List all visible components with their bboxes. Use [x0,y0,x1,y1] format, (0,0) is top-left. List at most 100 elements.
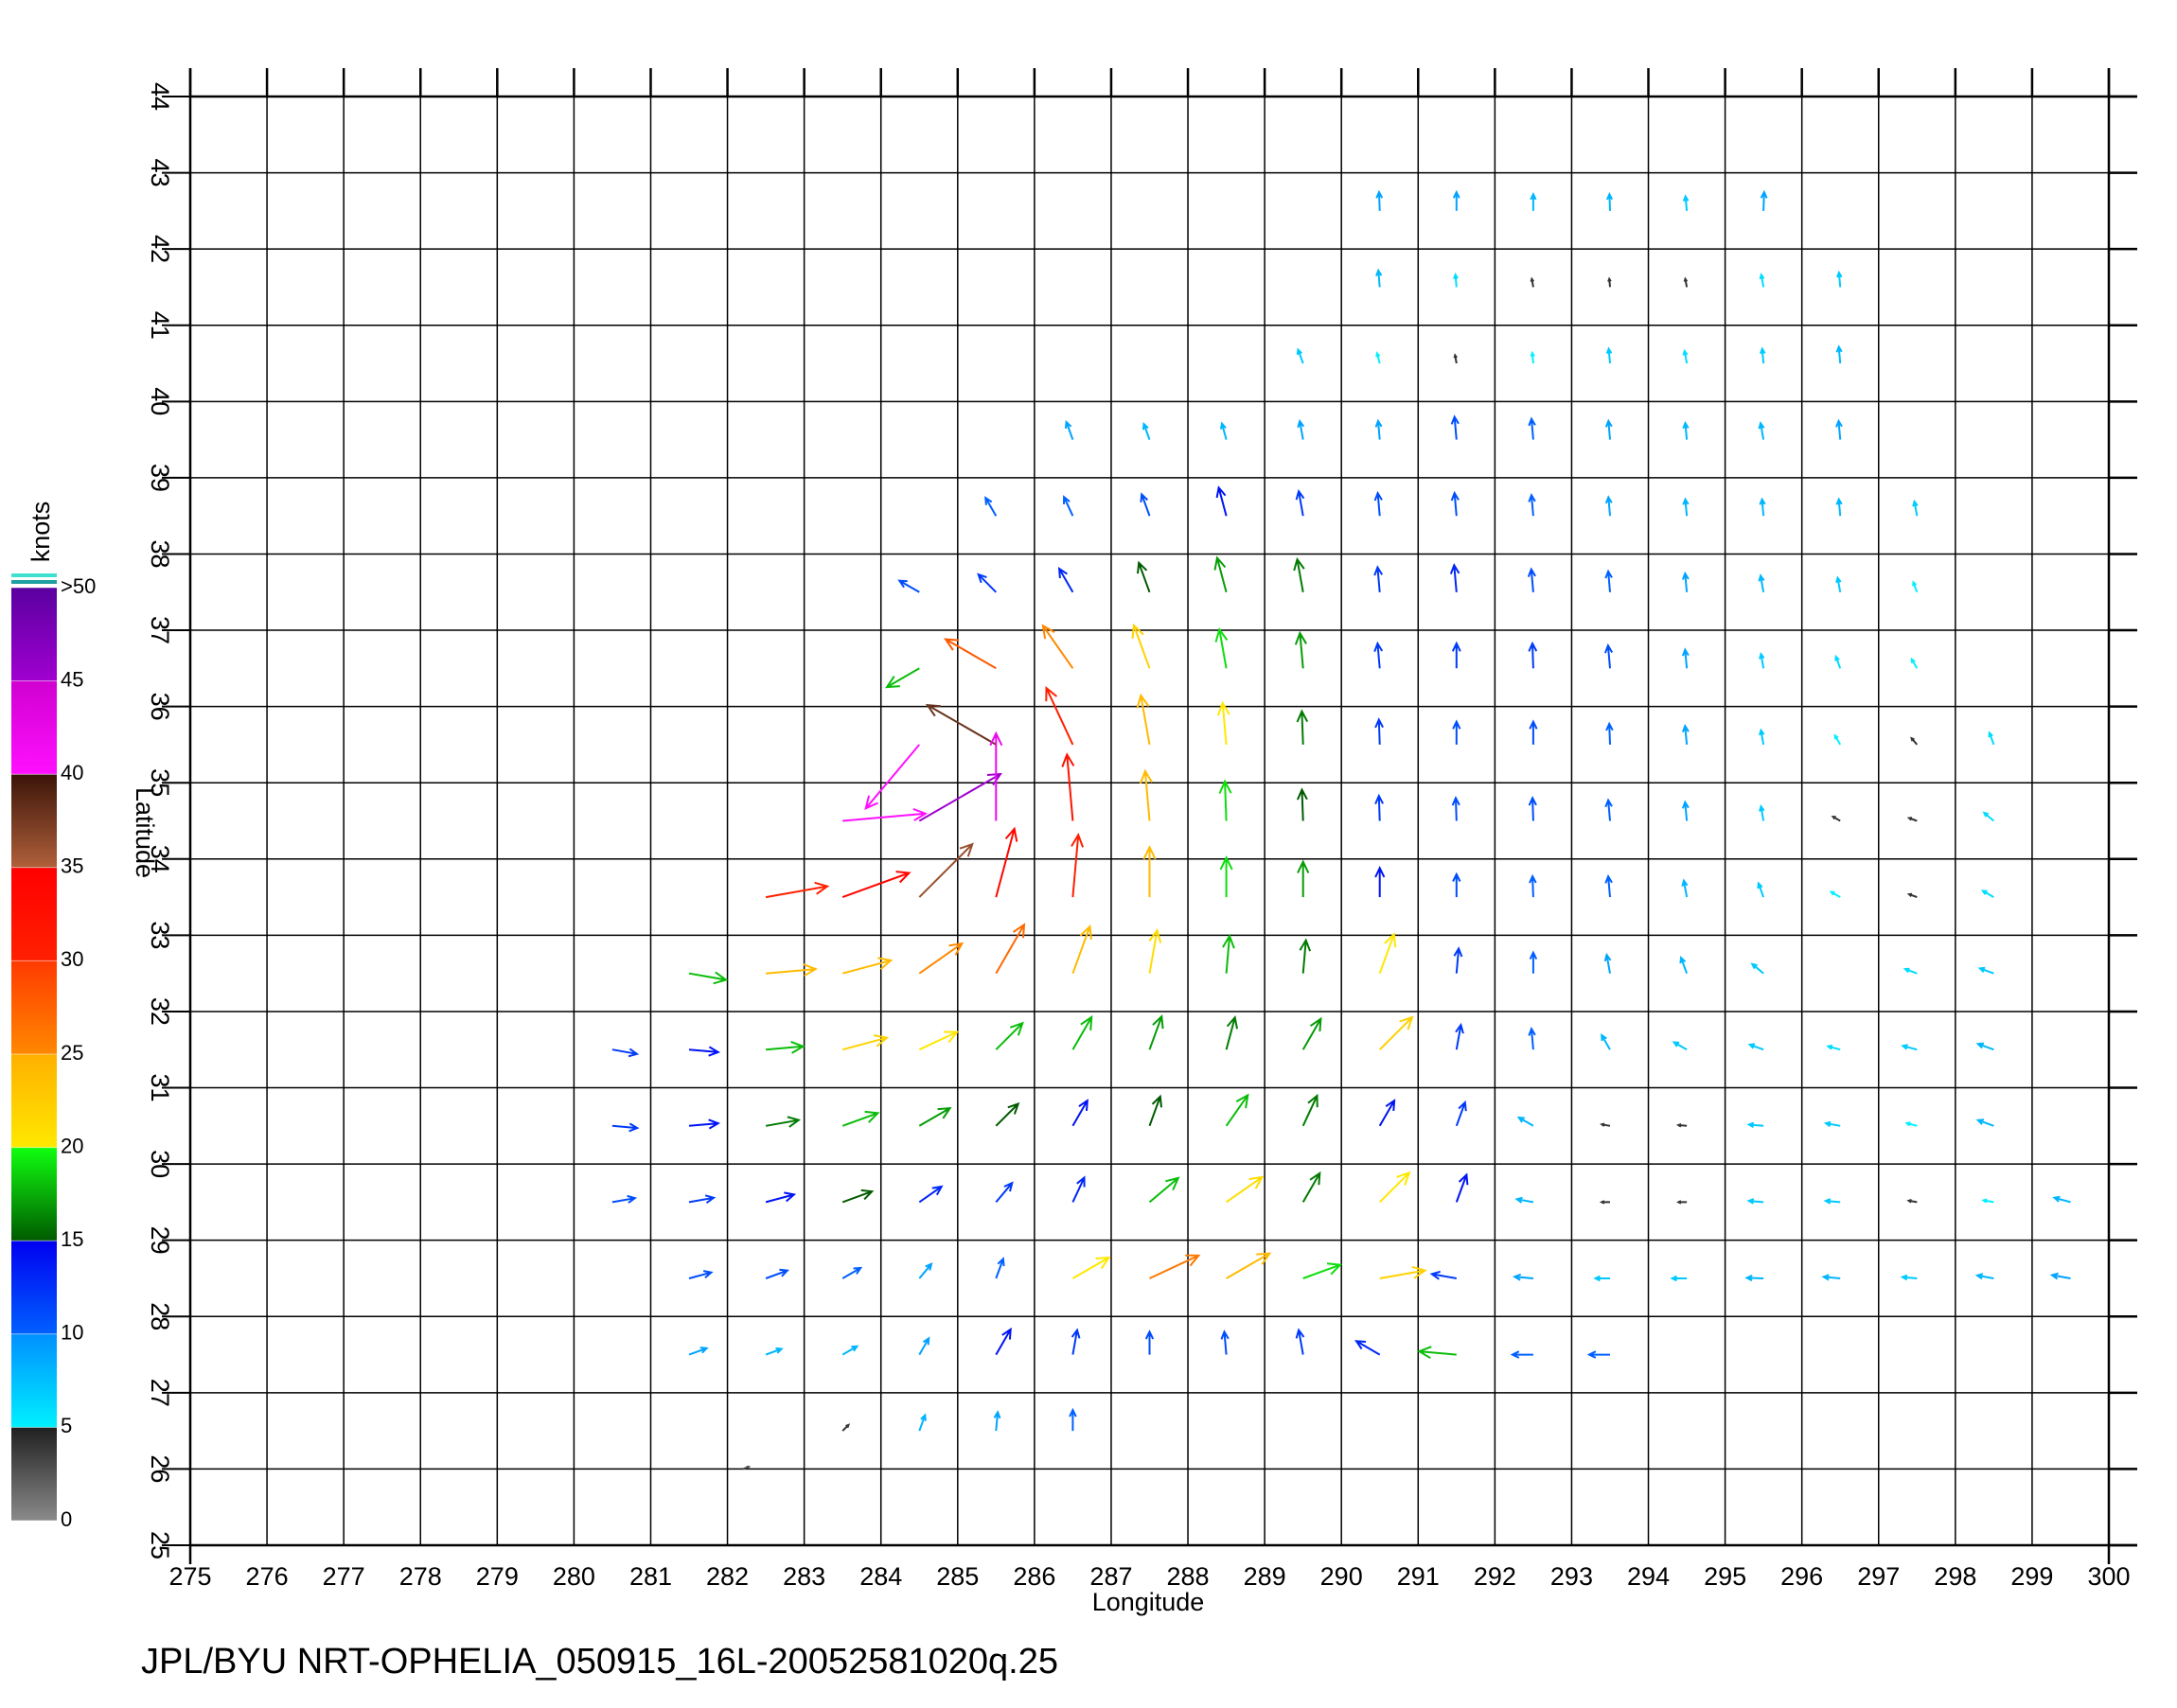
wind-vector [1835,575,1842,592]
wind-vector [766,1040,805,1054]
y-tick-label: 44 [146,82,174,111]
wind-vector [1759,651,1765,669]
wind-vector [1451,795,1460,821]
wind-vector [995,826,1018,898]
wind-vector [1528,641,1538,669]
wind-vector [1530,192,1537,211]
y-tick-label: 43 [146,159,174,187]
wind-vector [1374,793,1384,821]
wind-vector [765,881,830,899]
wind-vector [1452,872,1461,898]
wind-vector [1295,488,1305,517]
wind-vector [841,1345,859,1356]
wind-vector [1453,273,1459,288]
colorbar-label: knots [27,502,55,563]
wind-vector [995,1181,1014,1204]
wind-vector [688,1046,721,1057]
wind-vector [1527,567,1536,592]
wind-vector [1528,1026,1536,1050]
x-tick-label: 299 [2010,1562,2053,1591]
colorbar-tick-label: 15 [61,1227,83,1251]
wind-vector [1455,1172,1469,1203]
wind-vector [1605,346,1613,364]
wind-vector [842,807,929,822]
x-tick-label: 276 [246,1562,289,1591]
wind-vector [1910,736,1919,746]
x-tick-label: 290 [1320,1562,1363,1591]
wind-vector [688,1270,714,1279]
wind-vector [1295,1328,1305,1355]
wind-vector [1213,555,1228,593]
x-tick-label: 285 [936,1562,979,1591]
wind-vector [1069,1407,1077,1432]
wind-vector [1512,1273,1533,1281]
wind-vector [925,703,997,746]
colorbar-tick-label: 40 [61,761,83,784]
wind-vector [1528,416,1536,440]
wind-vector [1452,719,1461,745]
wind-vector [1148,1013,1164,1050]
wind-vector [1214,626,1229,669]
wind-vector [1829,890,1841,898]
colorbar-tick-label: 5 [61,1414,72,1437]
wind-vector [1758,573,1765,592]
wind-vector [1906,817,1918,822]
wind-vector [995,1327,1012,1356]
y-tick-label: 40 [146,387,174,415]
wind-vector [1299,938,1312,974]
wind-vector [1449,563,1460,592]
wind-vector [918,1185,944,1204]
wind-vector [1672,1041,1688,1051]
wind-vector [1603,643,1614,669]
wind-vector [1912,499,1919,517]
x-tick-label: 277 [323,1562,365,1591]
x-tick-label: 283 [783,1562,825,1591]
wind-vector [1373,641,1384,669]
wind-vector [1826,1045,1841,1051]
wind-vector [1222,933,1235,974]
x-axis-label: Longitude [1092,1588,1205,1616]
wind-vector [1682,194,1690,211]
wind-vector [1682,348,1689,364]
wind-vector [995,1101,1020,1127]
y-tick-label: 37 [146,616,174,644]
wind-vector [1747,1043,1764,1051]
wind-vector [943,638,997,670]
wind-vector [765,1191,797,1204]
wind-vector [1759,273,1765,288]
wind-vector [1681,878,1689,898]
wind-vector [841,1189,875,1204]
wind-vector [1681,723,1690,745]
colorbar-band [11,960,57,1054]
wind-vector [1759,497,1766,517]
wind-vector [611,1194,638,1204]
wind-vector [688,1194,717,1205]
wind-vector [1980,889,1994,898]
y-tick-label: 27 [146,1379,174,1407]
wind-vector [1836,270,1843,288]
wind-vector [1682,420,1690,440]
wind-vector [1759,804,1765,821]
wind-vector [1593,1275,1610,1282]
wind-vector [1604,873,1613,898]
wind-vector [1453,353,1458,364]
wind-vector [1746,1198,1764,1205]
wind-vector [2049,1272,2071,1280]
x-tick-label: 300 [2087,1562,2130,1591]
x-tick-label: 293 [1550,1562,1593,1591]
wind-vector [1373,565,1384,592]
wind-vector [1045,686,1074,746]
wind-vector [1900,1274,1918,1281]
vector-field [611,189,2071,1470]
wind-vector [1516,1116,1534,1127]
wind-vector [1374,717,1384,745]
wind-vector [1378,1099,1396,1127]
wind-vector [1453,946,1463,974]
wind-vector [1529,873,1537,898]
wind-vector [1451,641,1461,669]
wind-vector [765,1116,802,1128]
wind-vector [742,1465,752,1470]
colorbar-tick-label: >50 [61,574,96,598]
wind-vector [1529,719,1538,745]
